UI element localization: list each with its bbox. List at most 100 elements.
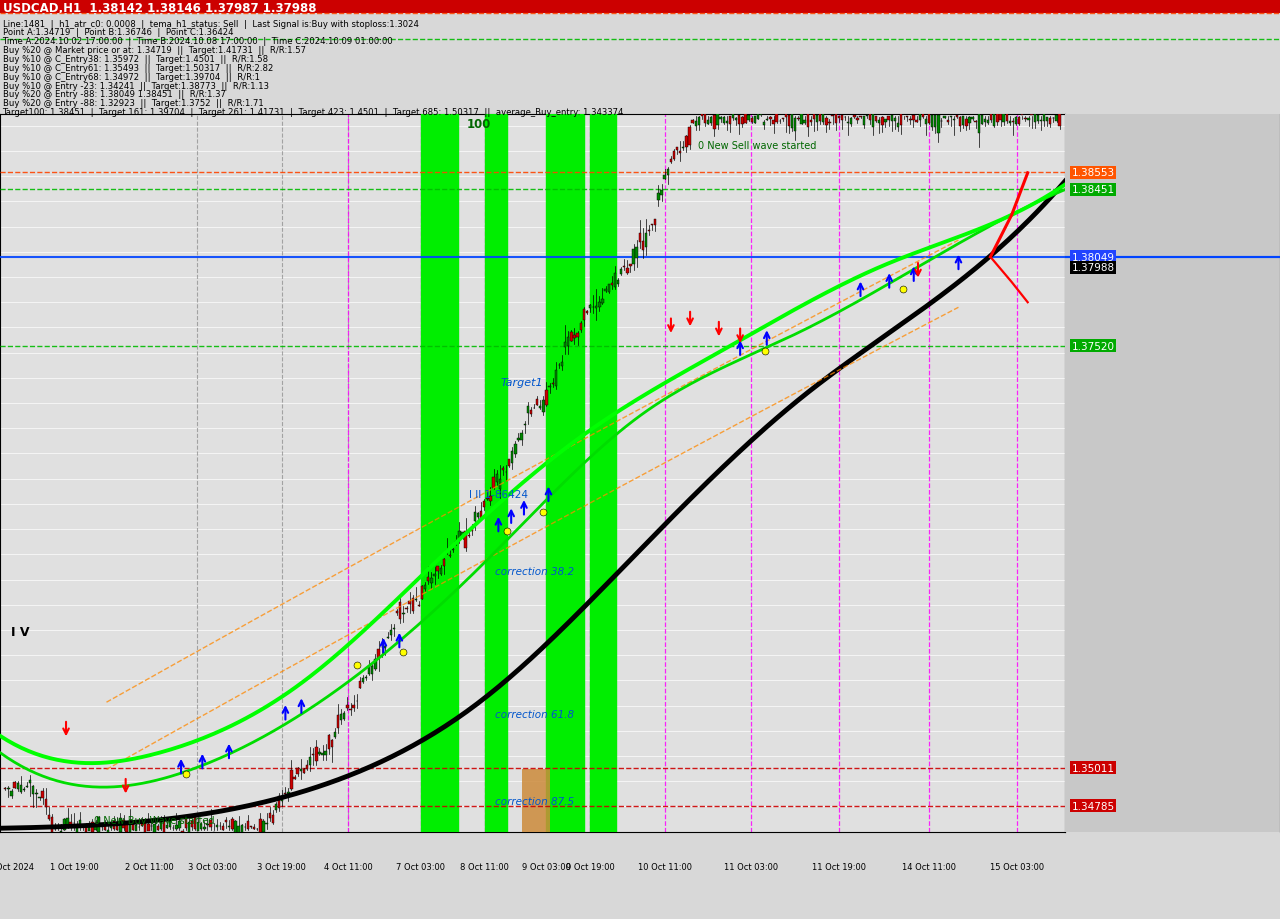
Bar <box>101 825 102 827</box>
Bar <box>545 391 548 405</box>
Bar <box>641 242 644 251</box>
Bar <box>648 231 650 232</box>
Bar <box>67 818 69 826</box>
Bar <box>234 821 237 834</box>
Bar <box>701 114 703 117</box>
Bar <box>197 822 200 831</box>
Bar <box>328 735 330 749</box>
Bar <box>582 310 585 321</box>
Bar <box>797 119 800 120</box>
Bar <box>788 116 790 127</box>
Bar <box>869 112 872 121</box>
Bar <box>952 119 955 121</box>
Bar <box>654 221 657 225</box>
Bar <box>863 117 865 126</box>
Bar <box>499 480 500 489</box>
Bar <box>660 190 663 196</box>
Bar <box>915 120 918 122</box>
Bar <box>106 830 109 837</box>
Bar <box>29 780 32 784</box>
Bar <box>635 248 637 258</box>
Bar <box>434 574 435 576</box>
Bar <box>978 114 980 133</box>
Bar <box>1055 116 1057 122</box>
Bar <box>865 116 868 117</box>
Text: Buy %10 @ C_Entry68: 1.34972  ||  Target:1.39704  ||  R/R:1: Buy %10 @ C_Entry68: 1.34972 || Target:1… <box>3 73 260 82</box>
Bar <box>387 637 389 639</box>
Bar <box>204 827 206 829</box>
Bar <box>188 823 189 837</box>
Bar <box>493 478 495 489</box>
Text: Point A:1.34719  |  Point B:1.36746  |  Point C:1.36424: Point A:1.34719 | Point B:1.36746 | Poin… <box>3 28 233 38</box>
Bar <box>604 289 607 292</box>
Bar <box>630 265 631 267</box>
Bar <box>691 120 694 124</box>
Text: Buy %10 @ C_Entry61: 1.35493  ||  Target:1.50317  ||  R/R:2.82: Buy %10 @ C_Entry61: 1.35493 || Target:1… <box>3 63 273 73</box>
Bar <box>280 798 283 801</box>
Bar <box>897 124 899 128</box>
Bar <box>300 769 302 771</box>
Bar <box>819 112 822 122</box>
Text: 100: 100 <box>466 119 490 131</box>
Text: Buy %20 @ Market price or at: 1.34719  ||  Target:1.41731  ||  R/R:1.57: Buy %20 @ Market price or at: 1.34719 ||… <box>3 46 306 55</box>
Bar <box>713 116 716 130</box>
Bar <box>946 121 948 123</box>
Bar <box>893 119 896 122</box>
Bar <box>287 792 289 794</box>
Bar <box>657 194 659 201</box>
Text: Buy %20 @ Entry -88: 1.38049 1.38451  ||  R/R:1.37: Buy %20 @ Entry -88: 1.38049 1.38451 || … <box>3 90 225 99</box>
Bar <box>723 118 724 124</box>
Bar <box>511 452 513 463</box>
Bar <box>19 785 22 792</box>
Bar <box>595 306 598 309</box>
Bar <box>1037 116 1039 122</box>
Bar <box>685 137 687 148</box>
Bar <box>521 433 522 440</box>
Bar <box>325 751 326 754</box>
Text: 7 Oct 03:00: 7 Oct 03:00 <box>396 862 445 871</box>
Bar <box>271 814 274 823</box>
Bar <box>445 550 448 552</box>
Bar <box>564 343 566 348</box>
Bar <box>343 713 346 720</box>
Bar <box>262 821 265 833</box>
Bar <box>776 114 778 122</box>
Text: correction 61.8: correction 61.8 <box>495 709 575 720</box>
Bar <box>980 116 983 125</box>
Bar <box>707 121 709 125</box>
Bar <box>47 815 50 820</box>
Bar <box>63 819 65 830</box>
Text: 1.37520: 1.37520 <box>1071 342 1115 352</box>
Bar <box>399 602 402 619</box>
Bar <box>652 224 653 226</box>
Bar <box>237 826 239 833</box>
Text: 3 Oct 03:00: 3 Oct 03:00 <box>188 862 238 871</box>
Bar <box>291 770 293 789</box>
Bar <box>337 715 339 729</box>
Text: 8 Oct 11:00: 8 Oct 11:00 <box>460 862 509 871</box>
Text: 14 Oct 11:00: 14 Oct 11:00 <box>901 862 956 871</box>
Bar <box>922 111 924 118</box>
Bar <box>502 469 504 471</box>
Bar <box>362 678 364 682</box>
Bar <box>763 122 765 126</box>
Bar <box>483 502 485 507</box>
Bar <box>371 666 374 675</box>
Bar <box>573 336 576 339</box>
Bar <box>69 823 72 825</box>
Bar <box>97 817 100 833</box>
Bar <box>147 824 150 831</box>
Bar <box>247 822 250 829</box>
Bar <box>76 825 78 836</box>
Bar <box>837 118 840 119</box>
Bar <box>745 108 746 123</box>
Bar <box>241 825 243 834</box>
Bar <box>826 119 828 126</box>
Text: 9 Oct 03:00: 9 Oct 03:00 <box>522 862 571 871</box>
Bar <box>10 790 13 797</box>
Bar <box>626 268 628 274</box>
Bar <box>739 116 740 125</box>
Bar <box>881 118 883 126</box>
Bar <box>119 818 122 832</box>
Bar <box>1018 118 1020 125</box>
